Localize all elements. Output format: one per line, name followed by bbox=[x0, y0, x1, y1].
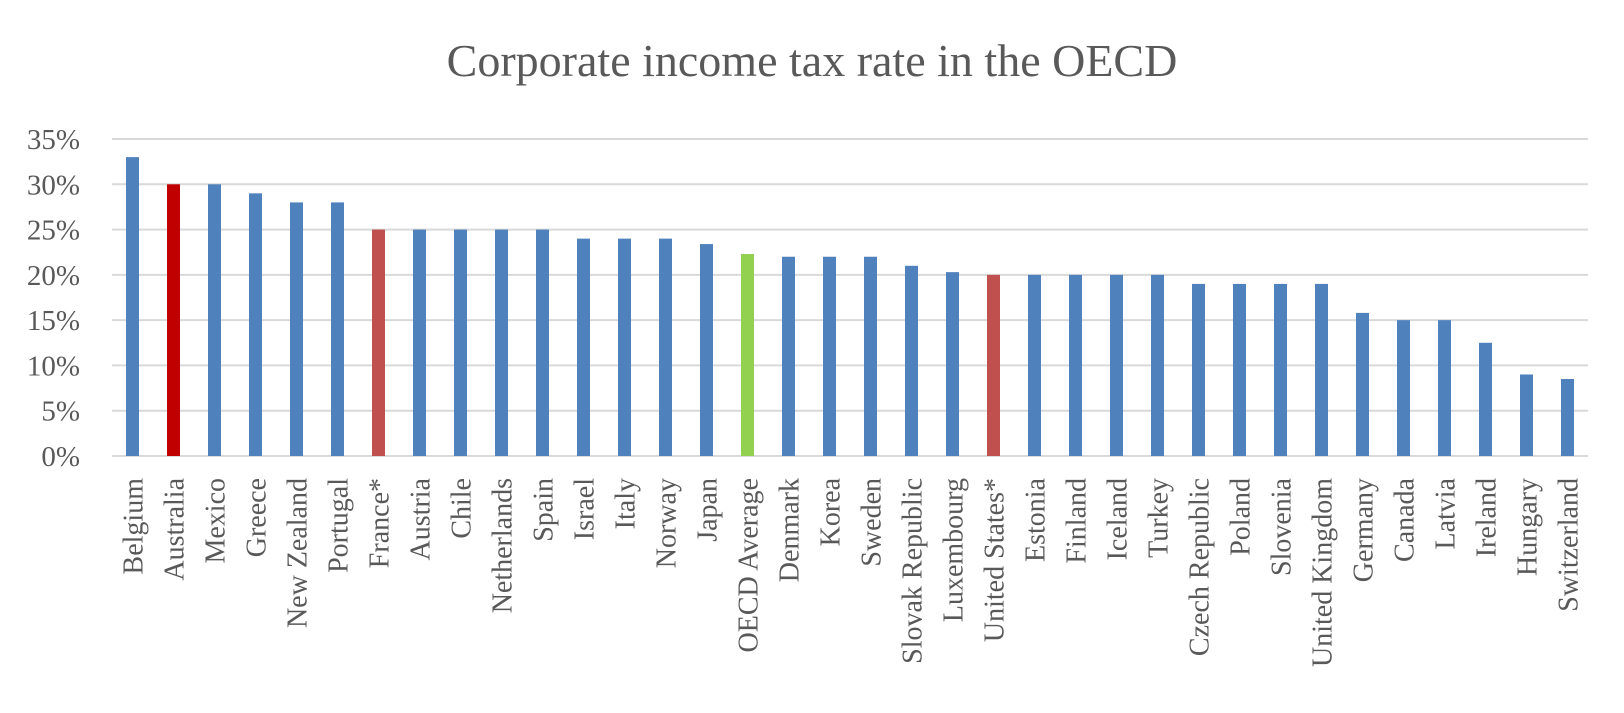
bar-oecd-average bbox=[741, 254, 754, 456]
x-category-label: Hungary bbox=[1513, 478, 1544, 576]
bar-slovenia bbox=[1274, 283, 1287, 456]
bar-iceland bbox=[1110, 274, 1123, 456]
x-category-label: Mexico bbox=[201, 478, 232, 564]
bar-switzerland bbox=[1561, 379, 1574, 456]
y-tick-label: 30% bbox=[27, 169, 80, 201]
bar-israel bbox=[577, 238, 590, 456]
x-category-label: Iceland bbox=[1103, 478, 1134, 560]
bar-latvia bbox=[1438, 320, 1451, 456]
x-category-label: Greece bbox=[242, 478, 273, 557]
x-axis-labels: Belgium Australia Mexico Greece New Zealand P… bbox=[119, 477, 1585, 667]
x-category-label: Estonia bbox=[1021, 477, 1052, 562]
bar-portugal bbox=[331, 202, 344, 456]
bar-sweden bbox=[864, 256, 877, 456]
bar-japan bbox=[700, 244, 713, 456]
bar-mexico bbox=[208, 184, 221, 457]
y-tick-label: 0% bbox=[41, 441, 80, 473]
bar-belgium bbox=[126, 157, 139, 456]
gridlines bbox=[112, 138, 1588, 457]
x-category-label: Ireland bbox=[1472, 478, 1503, 557]
bar-norway bbox=[659, 238, 672, 456]
bar-slovak-republic bbox=[905, 265, 918, 456]
y-tick-label: 5% bbox=[41, 396, 80, 428]
x-category-label: United Kingdom bbox=[1308, 478, 1339, 667]
bar-hungary bbox=[1520, 374, 1533, 456]
bar-austria bbox=[413, 229, 426, 456]
bar-turkey bbox=[1151, 274, 1164, 456]
bar-estonia bbox=[1028, 274, 1041, 456]
x-category-label: Japan bbox=[693, 478, 724, 542]
x-category-label: Austria bbox=[406, 477, 437, 560]
x-category-label: Poland bbox=[1226, 478, 1257, 556]
bar-canada bbox=[1397, 320, 1410, 456]
bar-greece bbox=[249, 193, 262, 457]
bar-poland bbox=[1233, 283, 1246, 456]
x-category-label: Portugal bbox=[324, 478, 355, 573]
bar-luxembourg bbox=[946, 272, 959, 456]
x-category-label: Czech Republic bbox=[1185, 478, 1216, 656]
bar-korea bbox=[823, 256, 836, 456]
bar-united-states bbox=[987, 274, 1000, 456]
bar-united-kingdom bbox=[1315, 283, 1328, 456]
y-axis-ticks: 0% 5% 10% 15% 20% 25% 30% 35% bbox=[27, 124, 80, 473]
x-category-label: Italy bbox=[611, 478, 642, 529]
x-category-label: Turkey bbox=[1144, 478, 1175, 558]
y-tick-label: 15% bbox=[27, 305, 80, 337]
x-category-label: Germany bbox=[1349, 478, 1380, 582]
x-category-label: Latvia bbox=[1431, 477, 1462, 549]
x-category-label: Luxembourg bbox=[939, 478, 970, 622]
x-category-label: Spain bbox=[529, 478, 560, 542]
x-category-label: United States* bbox=[980, 478, 1011, 642]
bar-australia bbox=[167, 184, 180, 457]
bar-france bbox=[372, 229, 385, 456]
x-category-label: Chile bbox=[447, 478, 478, 539]
x-category-label: Finland bbox=[1062, 478, 1093, 564]
x-category-label: Korea bbox=[816, 477, 847, 546]
y-tick-label: 35% bbox=[27, 124, 80, 156]
x-category-label: Canada bbox=[1390, 477, 1421, 562]
y-tick-label: 25% bbox=[27, 215, 80, 247]
x-category-label: Switzerland bbox=[1554, 478, 1585, 612]
y-tick-label: 20% bbox=[27, 260, 80, 292]
bar-finland bbox=[1069, 274, 1082, 456]
bars bbox=[126, 157, 1574, 457]
bar-germany bbox=[1356, 312, 1369, 456]
x-category-label: Slovak Republic bbox=[898, 478, 929, 664]
bar-spain bbox=[536, 229, 549, 456]
x-category-label: Sweden bbox=[857, 478, 888, 567]
bar-ireland bbox=[1479, 342, 1492, 456]
chart-title: Corporate income tax rate in the OECD bbox=[446, 35, 1178, 86]
x-category-label: Denmark bbox=[775, 478, 806, 582]
bar-new-zealand bbox=[290, 202, 303, 456]
x-category-label: Australia bbox=[160, 477, 191, 580]
x-category-label: Israel bbox=[570, 478, 601, 540]
x-category-label: France* bbox=[365, 478, 396, 568]
bar-czech-republic bbox=[1192, 283, 1205, 456]
x-category-label: Netherlands bbox=[488, 478, 519, 613]
y-tick-label: 10% bbox=[27, 350, 80, 382]
bar-netherlands bbox=[495, 229, 508, 456]
x-category-label: OECD Average bbox=[734, 478, 765, 652]
bar-denmark bbox=[782, 256, 795, 456]
bar-chile bbox=[454, 229, 467, 456]
x-category-label: Norway bbox=[652, 478, 683, 568]
x-category-label: Belgium bbox=[119, 478, 150, 575]
x-category-label: New Zealand bbox=[283, 478, 314, 628]
bar-italy bbox=[618, 238, 631, 456]
x-category-label: Slovenia bbox=[1267, 477, 1298, 576]
